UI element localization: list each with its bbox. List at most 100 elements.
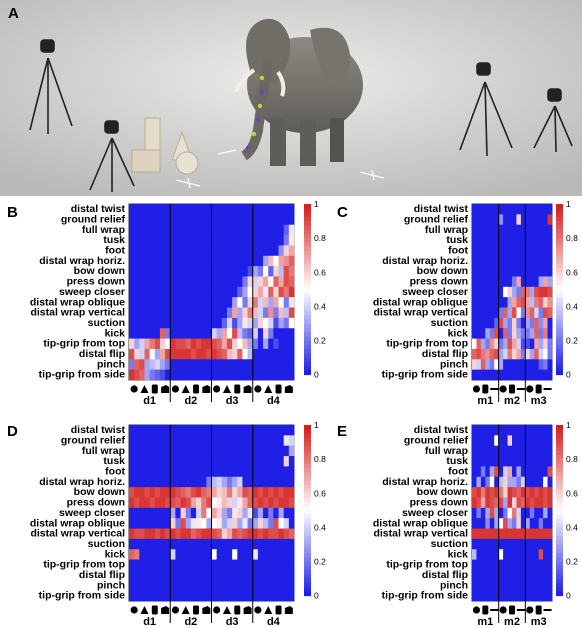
heatmap-cell [472, 338, 477, 350]
heatmap-cell [252, 425, 259, 436]
colorbar-segment [304, 484, 311, 490]
heatmap-cell [257, 580, 264, 591]
heatmap-cell [472, 359, 477, 370]
row-label: tip-grip from side [39, 590, 125, 602]
heatmap-cell [507, 204, 513, 215]
heatmap-cell [247, 590, 254, 602]
heatmap-cell [129, 359, 135, 370]
heatmap-cell [190, 549, 197, 560]
heatmap-cell [472, 348, 477, 360]
heatmap-cell [268, 348, 274, 360]
heatmap-cell [170, 245, 176, 257]
heatmap-cell [520, 317, 526, 329]
colorbar-segment [556, 323, 563, 329]
heatmap-cell [529, 307, 535, 319]
heatmap-cell [520, 276, 526, 288]
heatmap-cell [485, 590, 491, 602]
heatmap-cell [489, 235, 495, 246]
heatmap-cell [507, 328, 513, 339]
heatmap-cell [190, 204, 197, 215]
heatmap-cell [242, 580, 248, 591]
colorbar-segment [556, 582, 563, 588]
heatmap-cell [472, 549, 477, 560]
heatmap-cell [278, 224, 284, 236]
heatmap-cell [211, 224, 217, 236]
heatmap-cell [149, 348, 156, 360]
heatmap-cell [221, 266, 228, 277]
heatmap-cell [529, 435, 535, 446]
heatmap-cell [165, 297, 171, 308]
heatmap-cell [144, 328, 150, 339]
heatmap-cell [159, 297, 166, 308]
heatmap-cell [485, 297, 491, 308]
heatmap-cell [273, 559, 279, 571]
heatmap-cell [175, 348, 181, 360]
heatmap-cell [154, 338, 161, 350]
heatmap-cell [175, 276, 181, 288]
heatmap-cell [159, 559, 166, 571]
heatmap-cell [201, 348, 207, 360]
heatmap-cell [507, 559, 513, 571]
heatmap-cell [232, 214, 238, 225]
heatmap-cell [221, 328, 228, 339]
heatmap-cell [283, 348, 290, 360]
heatmap-cell [206, 214, 212, 225]
colorbar-tick-label: 0.2 [314, 336, 326, 346]
heatmap-cell [503, 266, 508, 277]
heatmap-cell [480, 466, 486, 478]
group-label: d4 [267, 616, 281, 628]
heatmap-cell [175, 497, 181, 509]
colorbar-segment [304, 259, 311, 265]
heatmap-cell [221, 307, 228, 319]
heatmap-cell [216, 235, 223, 246]
heatmap-cell [149, 549, 156, 560]
heatmap-cell [538, 456, 544, 467]
colorbar-segment [304, 557, 311, 562]
heatmap-cell [489, 476, 495, 488]
heatmap-cell [221, 476, 228, 488]
heatmap-cell [232, 425, 238, 436]
heatmap-cell [175, 338, 181, 350]
heatmap-cell [489, 338, 495, 350]
heatmap-cell [534, 214, 539, 225]
heatmap-cell [543, 307, 548, 319]
heatmap-cell [503, 497, 508, 509]
heatmap-cell [190, 456, 197, 467]
heatmap-cell [154, 590, 161, 602]
heatmap-cell [211, 338, 217, 350]
colorbar-segment [556, 540, 563, 545]
heatmap-cell [242, 487, 248, 498]
heatmap-cell [507, 348, 513, 360]
heatmap-cell [273, 266, 279, 277]
colorbar-segment [556, 578, 563, 584]
heatmap-cell [516, 245, 522, 257]
heatmap-cell [196, 466, 202, 478]
colorbar-segment [304, 319, 311, 324]
heatmap-cell [503, 286, 508, 298]
cube-icon [202, 385, 211, 393]
heatmap-cell [144, 559, 150, 571]
sphere-icon [254, 385, 262, 393]
colorbar-segment [556, 280, 563, 286]
heatmap-cell [232, 559, 238, 571]
heatmap-cell [165, 445, 171, 457]
heatmap-cell [159, 456, 166, 467]
heatmap-cell [489, 317, 495, 329]
heatmap-cell [263, 425, 269, 436]
heatmap-cell [512, 266, 517, 277]
heatmap-cell [180, 549, 187, 560]
heatmap-cell [252, 487, 259, 498]
heatmap-cell [503, 245, 508, 257]
heatmap-cell [489, 425, 495, 436]
heatmap-cell [154, 580, 161, 591]
heatmap-cell [283, 476, 290, 488]
heatmap-cell [180, 235, 187, 246]
heatmap-cell [216, 266, 223, 277]
colorbar-segment [556, 310, 563, 316]
cube-icon [284, 606, 293, 614]
heatmap-cell [252, 297, 259, 308]
heatmap-cell [211, 549, 217, 560]
heatmap-cell [190, 328, 197, 339]
heatmap-cell [139, 245, 145, 257]
heatmap-cell [288, 569, 295, 581]
